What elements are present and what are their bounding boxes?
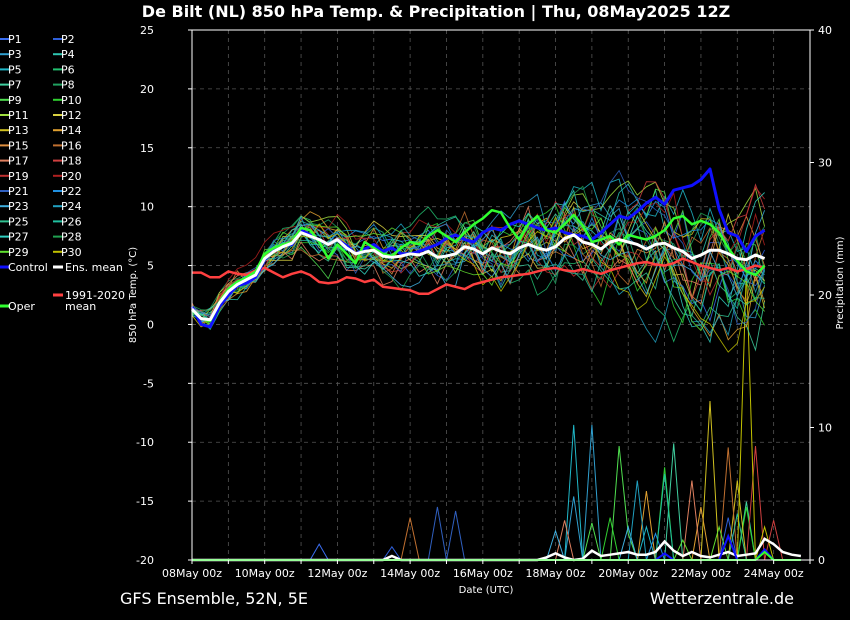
legend-label-P14: P14: [61, 124, 82, 137]
legend-label-P9: P9: [8, 94, 22, 107]
main-series-lines: [190, 167, 766, 329]
legend-label-control: Control: [8, 261, 48, 274]
legend-label-P21: P21: [8, 185, 29, 198]
y2-tick-label: 40: [818, 24, 832, 37]
x-axis-ticks: 08May 00z 10May 00z 12May 00z 14May 00z 16Ma…: [162, 560, 811, 580]
legend-label-P13: P13: [8, 124, 29, 137]
legend-label-P7: P7: [8, 79, 22, 92]
y2-axis-label: Precipitation (mm): [835, 236, 846, 329]
legend-label-P18: P18: [61, 155, 82, 168]
legend-label-P12: P12: [61, 109, 82, 122]
x-axis-label: Date (UTC): [459, 585, 514, 596]
member-line-P26: [191, 210, 765, 323]
legend-label-P8: P8: [61, 79, 75, 92]
member-line-P23: [191, 202, 766, 323]
y-tick-label: 5: [147, 260, 154, 273]
y-tick-label: -20: [136, 554, 154, 567]
x-tick-label: 16May 00z: [453, 567, 513, 580]
legend-label-P16: P16: [61, 139, 82, 152]
x-tick-label: 18May 00z: [526, 567, 586, 580]
legend-label-P4: P4: [61, 48, 75, 61]
y2-tick-label: 0: [818, 554, 825, 567]
legend-label-P29: P29: [8, 246, 29, 259]
member-line-P27: [191, 189, 765, 344]
legend-label-P1: P1: [8, 33, 22, 46]
x-tick-label: 12May 00z: [307, 567, 367, 580]
legend-label-P17: P17: [8, 155, 29, 168]
legend-label-P23: P23: [8, 200, 29, 213]
y-tick-label: 10: [140, 201, 154, 214]
y-axis-ticks: -20 -15 -10 -5 0 5 10 15 20 25: [136, 24, 192, 567]
legend-label-P30: P30: [61, 246, 82, 259]
legend-label-P3: P3: [8, 48, 22, 61]
legend-label-P6: P6: [61, 63, 75, 76]
y-tick-label: 15: [140, 142, 154, 155]
legend-label-P28: P28: [61, 231, 82, 244]
y-tick-label: -5: [143, 377, 154, 390]
legend-label-ens-mean: Ens. mean: [65, 261, 123, 274]
x-tick-label: 24May 00z: [744, 567, 804, 580]
y-tick-label: 25: [140, 24, 154, 37]
legend-label-P26: P26: [61, 215, 82, 228]
y-tick-label: 20: [140, 83, 154, 96]
footer-model-info: GFS Ensemble, 52N, 5E: [120, 589, 308, 608]
legend-label-clim-line2: mean: [65, 300, 96, 313]
legend-label-oper: Oper: [8, 300, 35, 313]
y2-tick-label: 20: [818, 289, 832, 302]
legend-label-P2: P2: [61, 33, 75, 46]
legend-label-P19: P19: [8, 170, 29, 183]
legend-label-P24: P24: [61, 200, 82, 213]
legend: P1 P2 P3 P4 P5 P6 P7 P8 P9 P10 P11 P12 P13 P14 P15 P16 P…: [0, 33, 125, 313]
legend-label-P5: P5: [8, 63, 22, 76]
legend-label-P10: P10: [61, 94, 82, 107]
y2-tick-label: 30: [818, 157, 832, 170]
legend-label-P15: P15: [8, 139, 29, 152]
x-tick-label: 10May 00z: [235, 567, 295, 580]
chart-title: De Bilt (NL) 850 hPa Temp. & Precipitati…: [142, 2, 730, 22]
temp-line-oper: [191, 208, 766, 323]
x-tick-label: 14May 00z: [380, 567, 440, 580]
x-tick-label: 20May 00z: [598, 567, 658, 580]
legend-label-P27: P27: [8, 231, 29, 244]
y-tick-label: -15: [136, 495, 154, 508]
legend-label-P25: P25: [8, 215, 29, 228]
legend-label-P20: P20: [61, 170, 82, 183]
y2-axis-ticks: 0 10 20 30 40: [810, 24, 832, 567]
member-line-P17: [191, 205, 765, 312]
x-tick-label: 08May 00z: [162, 567, 222, 580]
grid-lines: [192, 30, 810, 560]
y-tick-label: -10: [136, 436, 154, 449]
temp-line-1991-2020-mean: [192, 257, 765, 296]
y-tick-label: 0: [147, 318, 154, 331]
temp-line-ens-mean: [190, 231, 766, 322]
y-axis-label: 850 hPa Temp. (°C): [128, 247, 139, 343]
legend-label-clim-line1: 1991-2020: [65, 289, 125, 302]
x-tick-label: 22May 00z: [671, 567, 731, 580]
member-line-P20: [191, 191, 766, 322]
legend-label-P11: P11: [8, 109, 29, 122]
legend-label-P22: P22: [61, 185, 82, 198]
footer-source: Wetterzentrale.de: [650, 589, 794, 608]
member-line-P9: [191, 188, 766, 321]
y2-tick-label: 10: [818, 422, 832, 435]
